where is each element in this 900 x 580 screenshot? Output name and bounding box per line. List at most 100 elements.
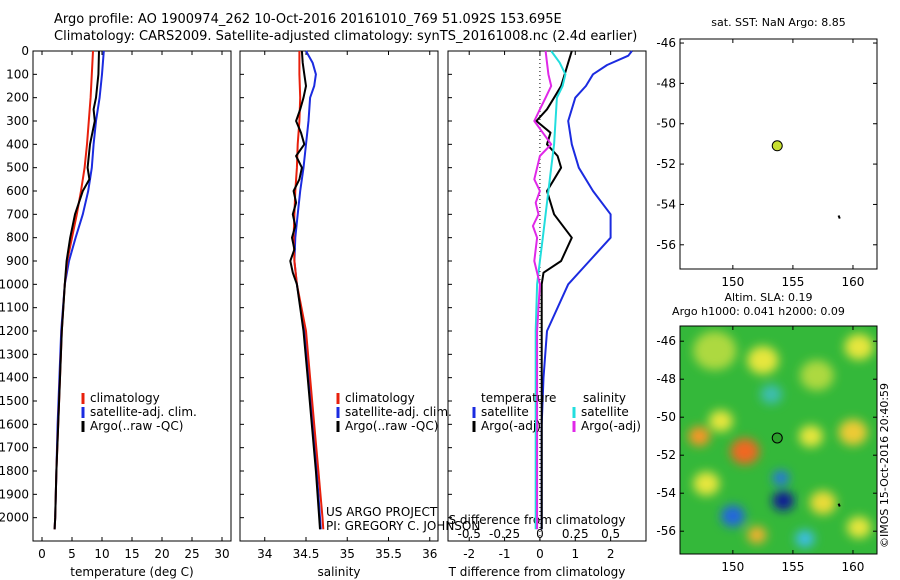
difference-series-s-argo: [531, 50, 553, 530]
sla-map-anomaly-blob: [747, 526, 767, 544]
sst-map-float-track: [837, 215, 841, 219]
temperature-axis-label: temperature (deg C): [70, 565, 193, 579]
sst-map-title: sat. SST: NaN Argo: 8.85: [711, 16, 845, 29]
sla-map-anomaly-blob: [708, 410, 733, 432]
salinity-axis-label: salinity: [317, 565, 360, 579]
sla-map-anomaly-blob: [688, 426, 711, 446]
difference-s-xtick-label: 0.5: [601, 527, 620, 541]
difference-t-xtick-label: 2: [607, 547, 615, 561]
difference-series-t-argo: [535, 50, 573, 530]
sst-map-ytick-label: -48: [656, 76, 676, 90]
sla-map-anomaly-blob: [693, 331, 737, 371]
sst-map-xtick-label: 155: [781, 275, 804, 289]
sla-map-anomaly-blob: [838, 419, 868, 446]
sla-map-ytick-label: -50: [656, 410, 676, 424]
salinity-xtick-label: 36: [422, 547, 437, 561]
temperature-series-argo: [53, 50, 100, 530]
sla-map-anomaly-blob: [798, 425, 823, 448]
sst-map-frame: [679, 38, 878, 270]
salinity-xtick-label: 34: [257, 547, 272, 561]
salinity-series-argo: [289, 50, 321, 530]
temperature-legend-argo-label: Argo(..raw -QC): [90, 419, 183, 433]
sla-map-float-track: [837, 503, 841, 507]
depth-tick-label: 600: [6, 184, 29, 198]
sla-map-anomaly-blob: [772, 470, 790, 486]
temperature-series-satellite: [53, 50, 105, 530]
sst-map-ytick-label: -54: [656, 197, 676, 211]
depth-tick-label: 0: [21, 44, 29, 58]
depth-tick-label: 200: [6, 91, 29, 105]
temperature-xtick-label: 0: [38, 547, 46, 561]
sla-map-xtick-label: 160: [842, 560, 865, 574]
salinity-xtick-label: 35.5: [375, 547, 402, 561]
temperature-series-climatology: [53, 50, 94, 530]
depth-tick-label: 400: [6, 137, 29, 151]
depth-tick-label: 100: [6, 67, 29, 81]
sla-map-xtick-label: 150: [721, 560, 744, 574]
depth-tick-label: 1000: [0, 277, 29, 291]
temperature-xtick-label: 20: [154, 547, 169, 561]
difference-s-xtick-label: -0.5: [458, 527, 481, 541]
sla-map-xtick-label: 155: [781, 560, 804, 574]
sla-map-subtitle: Argo h1000: 0.041 h2000: 0.09: [672, 305, 845, 318]
sst-map-ytick-label: -46: [656, 36, 676, 50]
temperature-xtick-label: 30: [214, 547, 229, 561]
temperature-xtick-label: 25: [184, 547, 199, 561]
salinity-legend-argo-label: Argo(..raw -QC): [345, 419, 438, 433]
difference-s-xtick-label: -0.25: [489, 527, 520, 541]
sla-map-ytick-label: -54: [656, 486, 676, 500]
difference-legend-t-satellite-label: satellite: [481, 405, 529, 419]
sla-map-anomaly-blob: [772, 491, 795, 511]
difference-panel-frame: [447, 50, 647, 542]
figure-title-line2: Climatology: CARS2009. Satellite-adjuste…: [54, 29, 638, 44]
sst-map-xtick-label: 160: [842, 275, 865, 289]
sla-map-anomaly-blob: [747, 346, 779, 375]
depth-tick-label: 1300: [0, 347, 29, 361]
depth-tick-label: 2000: [0, 511, 29, 525]
sla-map-anomaly-blob: [844, 333, 874, 360]
salinity-panel-frame: [239, 50, 439, 542]
depth-tick-label: 1600: [0, 417, 29, 431]
figure-title-line1: Argo profile: AO 1900974_262 10-Oct-2016…: [54, 12, 562, 27]
sla-map-anomaly-blob: [730, 438, 760, 465]
temperature-xtick-label: 10: [94, 547, 109, 561]
depth-tick-label: 700: [6, 207, 29, 221]
sla-map-ytick-label: -48: [656, 372, 676, 386]
sla-map-ytick-label: -56: [656, 524, 676, 538]
difference-t-xtick-label: 1: [571, 547, 579, 561]
project-pi-label: PI: GREGORY C. JOHNSON: [326, 519, 480, 533]
depth-tick-label: 1900: [0, 487, 29, 501]
sst-map-profile-marker: [771, 140, 783, 152]
salinity-xtick-label: 34.5: [293, 547, 320, 561]
difference-s-xtick-label: 0: [536, 527, 544, 541]
depth-tick-label: 1100: [0, 301, 29, 315]
temperature-legend-climatology-label: climatology: [90, 391, 160, 405]
depth-tick-label: 1200: [0, 324, 29, 338]
difference-t-xtick-label: -1: [499, 547, 511, 561]
temperature-xtick-label: 15: [124, 547, 139, 561]
depth-tick-label: 800: [6, 231, 29, 245]
salinity-legend-satellite-label: satellite-adj. clim.: [345, 405, 452, 419]
difference-legend-t-argo-label: Argo(-adj): [481, 419, 541, 433]
sla-map-anomaly-blob: [800, 360, 834, 391]
depth-tick-label: 1700: [0, 441, 29, 455]
difference-t-axis-label: T difference from climatology: [448, 565, 626, 579]
difference-legend-s-satellite-label: satellite: [581, 405, 629, 419]
difference-legend-s-argo-label: Argo(-adj): [581, 419, 641, 433]
sla-map-profile-marker: [771, 432, 783, 444]
depth-tick-label: 1400: [0, 371, 29, 385]
difference-s-xtick-label: 0.25: [562, 527, 589, 541]
difference-t-xtick-label: 0: [536, 547, 544, 561]
depth-tick-label: 1800: [0, 464, 29, 478]
depth-tick-label: 1500: [0, 394, 29, 408]
temperature-xtick-label: 5: [68, 547, 76, 561]
depth-tick-label: 900: [6, 254, 29, 268]
sla-map-anomaly-blob: [809, 490, 837, 515]
sst-map-ytick-label: -56: [656, 238, 676, 252]
sla-map-anomaly-blob: [760, 384, 783, 405]
sst-map-ytick-label: -50: [656, 117, 676, 131]
temperature-panel-frame: [32, 50, 232, 542]
salinity-xtick-label: 35: [340, 547, 355, 561]
temperature-legend-satellite-label: satellite-adj. clim.: [90, 405, 197, 419]
